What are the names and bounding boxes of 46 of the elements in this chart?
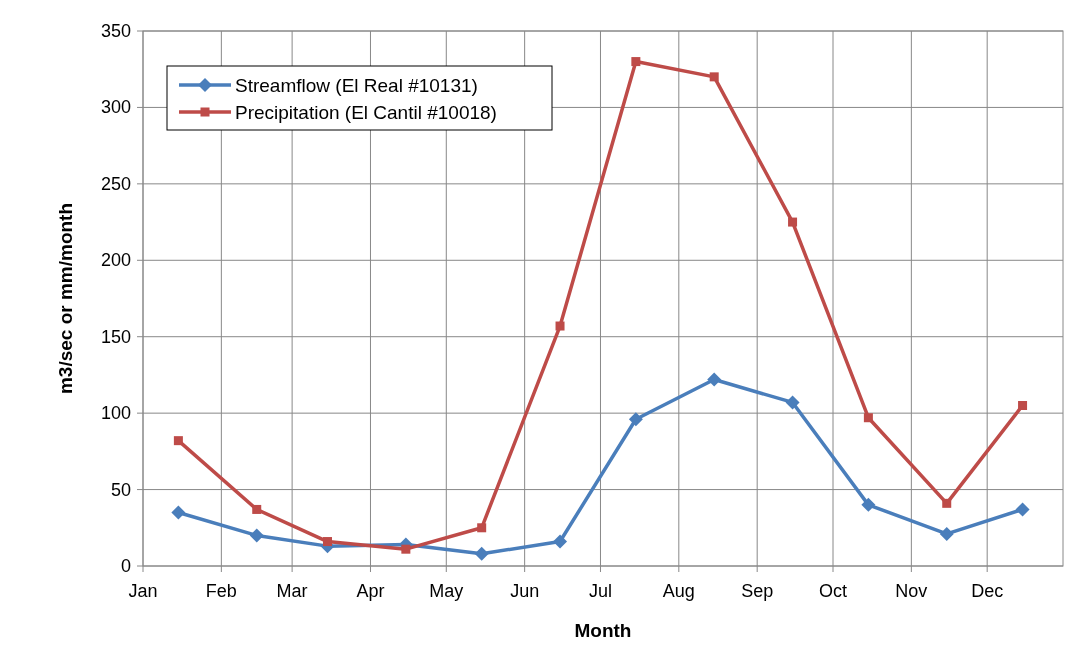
x-tick-label: Sep bbox=[741, 581, 774, 601]
x-tick-label: May bbox=[429, 581, 464, 601]
x-tick-label: Jan bbox=[128, 581, 158, 601]
point bbox=[628, 412, 643, 427]
x-tick-label: Jun bbox=[510, 581, 540, 601]
point bbox=[477, 523, 487, 533]
point bbox=[173, 436, 183, 446]
point bbox=[1018, 401, 1028, 410]
x-tick-label: Mar bbox=[276, 581, 308, 601]
y-tick-label: 150 bbox=[100, 326, 131, 347]
point bbox=[401, 544, 411, 554]
point bbox=[709, 72, 719, 82]
x-tick-label: Apr bbox=[356, 581, 385, 601]
y-tick-label: 250 bbox=[100, 173, 131, 194]
x-tick-label: Dec bbox=[971, 581, 1004, 601]
x-tick-label: Nov bbox=[895, 581, 928, 601]
x-tick-label: Aug bbox=[662, 581, 695, 601]
point bbox=[942, 498, 952, 508]
point bbox=[249, 528, 264, 543]
y-tick-label: 350 bbox=[100, 21, 131, 41]
y-tick-label: 50 bbox=[110, 479, 131, 500]
x-tick-label: Feb bbox=[205, 581, 237, 601]
point bbox=[555, 321, 565, 331]
point bbox=[1015, 502, 1030, 517]
point bbox=[861, 497, 876, 512]
point bbox=[171, 505, 186, 520]
legend-label: Precipitation (El Cantil #10018) bbox=[235, 102, 497, 123]
point bbox=[863, 413, 873, 423]
y-tick-label: 200 bbox=[100, 250, 131, 271]
y-tick-label: 100 bbox=[100, 403, 131, 424]
point bbox=[788, 217, 798, 227]
x-tick-label: Jul bbox=[588, 581, 612, 601]
point bbox=[474, 546, 489, 561]
y-axis-title: m3/sec or mm/month bbox=[55, 202, 76, 395]
point bbox=[707, 372, 722, 387]
point bbox=[939, 526, 954, 541]
y-tick-label: 0 bbox=[120, 556, 131, 576]
point bbox=[785, 395, 800, 410]
legend-label: Streamflow (El Real #10131) bbox=[235, 75, 478, 96]
point bbox=[323, 537, 333, 547]
x-tick-label: Oct bbox=[818, 581, 848, 601]
x-axis-title: Month bbox=[574, 620, 632, 641]
y-tick-label: 300 bbox=[100, 97, 131, 118]
point bbox=[252, 504, 262, 514]
point bbox=[553, 534, 568, 549]
point bbox=[631, 57, 641, 67]
